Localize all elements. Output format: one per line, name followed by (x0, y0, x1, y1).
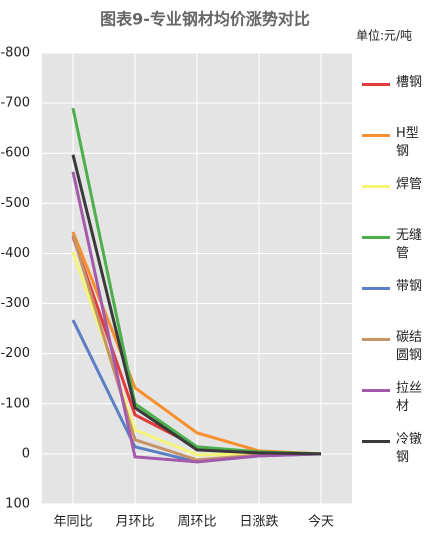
series-line (71, 154, 322, 456)
legend-label: 焊管 (396, 177, 423, 192)
legend-swatch (362, 338, 390, 341)
y-tick-label: -500 (0, 196, 30, 211)
legend-swatch (362, 236, 390, 239)
legend-swatch (362, 440, 390, 443)
y-tick-label: 100 (5, 497, 30, 512)
y-tick-label: -400 (0, 246, 30, 261)
legend-item: 碳结圆钢 (362, 325, 442, 375)
legend-swatch (362, 287, 390, 290)
series-line (71, 171, 322, 464)
legend-item: 无缝管 (362, 223, 442, 273)
y-tick-label: -300 (0, 296, 30, 311)
legend-swatch (362, 134, 390, 137)
legend-item: 槽钢 (362, 70, 442, 120)
y-tick-label: -700 (0, 96, 30, 111)
x-tick-label: 日涨跌 (239, 514, 278, 530)
legend-label: 无缝管 (396, 228, 423, 261)
legend-label: 带钢 (396, 279, 423, 294)
legend-swatch (362, 389, 390, 392)
y-tick-label: -100 (0, 396, 30, 411)
legend-swatch (362, 185, 390, 188)
y-tick-label: -600 (0, 146, 30, 161)
y-tick-label: 0 (22, 446, 30, 461)
y-tick-label: -800 (0, 46, 30, 61)
legend-item: 拉丝材 (362, 376, 442, 426)
legend-label: 碳结圆钢 (396, 330, 423, 363)
legend-label: 拉丝材 (396, 381, 423, 414)
legend-item: H型钢 (362, 121, 442, 171)
legend-item: 带钢 (362, 274, 442, 324)
x-tick-label: 月环比 (115, 515, 154, 530)
legend-label: 槽钢 (396, 75, 423, 90)
y-tick-label: -200 (0, 346, 30, 361)
legend-item: 焊管 (362, 172, 442, 222)
chart-subtitle: 单位:元/吨 (356, 28, 412, 43)
x-tick-label: 周环比 (177, 515, 216, 530)
x-tick-label: 年同比 (53, 515, 92, 530)
x-tick-label: 今天 (308, 514, 334, 530)
chart-title: 图表9-专业钢材均价涨势对比 (100, 10, 310, 29)
legend-label: 冷镦钢 (396, 432, 423, 465)
legend-label: H型钢 (396, 126, 419, 159)
legend-item: 冷镦钢 (362, 427, 442, 477)
legend-swatch (362, 83, 390, 86)
